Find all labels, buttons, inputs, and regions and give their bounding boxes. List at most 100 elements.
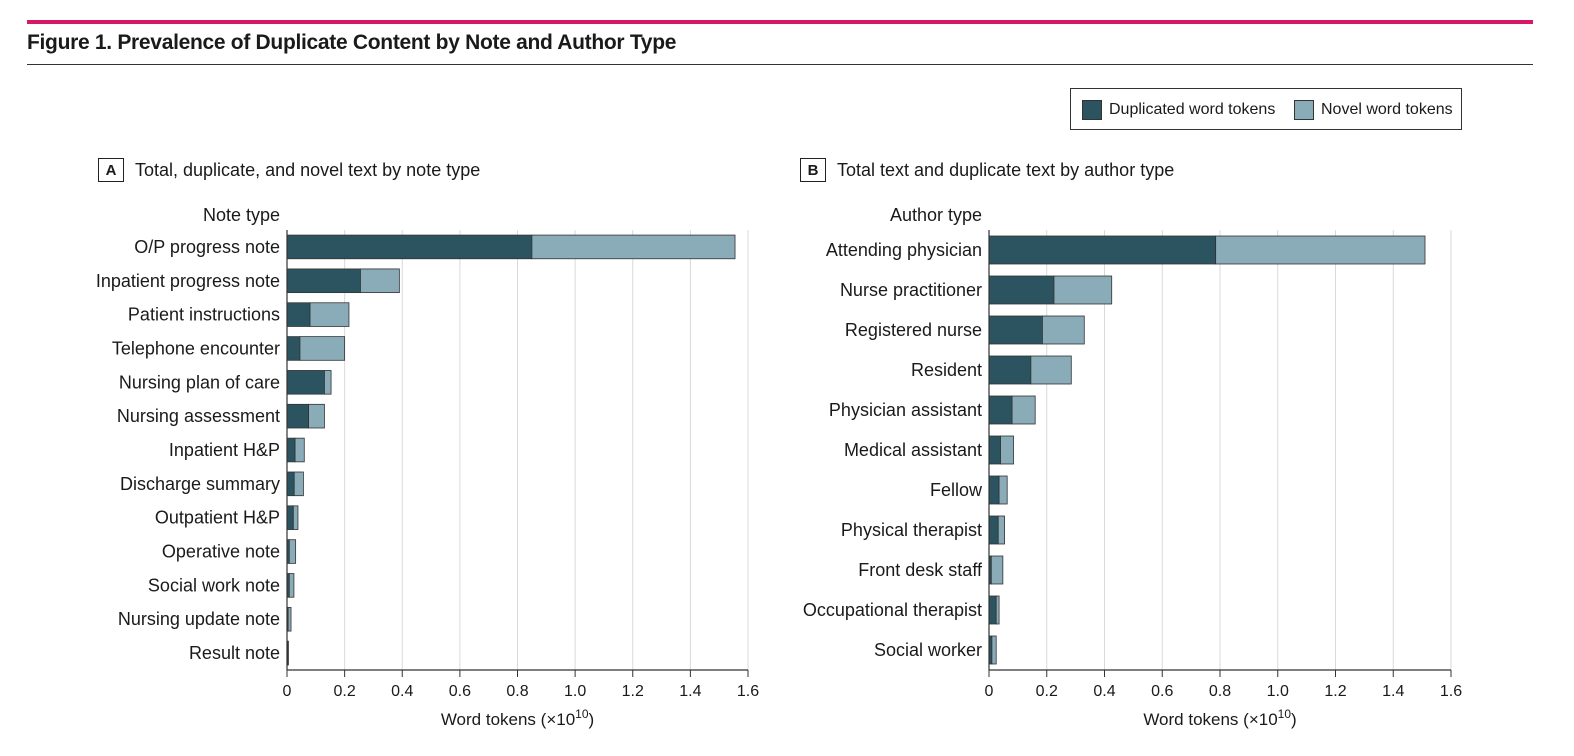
panel-b-bar-novel (990, 555, 1004, 585)
panel-b-x-axis-title-suffix: ) (1291, 710, 1297, 729)
panel-a-x-tick-label: 0.2 (334, 683, 356, 700)
panel-b-bar-duplicated (988, 395, 1013, 425)
panel-a-plot: Note type O/P progress note Inpatient prog… (96, 205, 759, 729)
panel-b-x-tick-label: 1.6 (1440, 683, 1462, 700)
top-accent-rule (27, 20, 1533, 24)
panel-b-bar-novel (1042, 315, 1085, 345)
panel-a-category-label: Inpatient H&P (169, 440, 280, 460)
panel-a-x-axis-title-exponent: 10 (575, 707, 589, 721)
panel-b-category-label: Nurse practitioner (840, 280, 982, 300)
panel-a-bar-duplicated (286, 437, 296, 463)
panel-b-x-tick-label: 0.6 (1151, 683, 1173, 700)
panel-b-bar-duplicated (988, 315, 1043, 345)
panel-a-bar-duplicated (286, 302, 311, 327)
panel-b-bar-novel (995, 595, 1000, 625)
panel-b-x-tick-label: 0.2 (1036, 683, 1058, 700)
panel-a-bar-novel (324, 370, 332, 395)
panel-a-category-label: Nursing update note (118, 609, 280, 629)
panel-b-category-label: Medical assistant (844, 440, 982, 460)
panel-a-category-label: O/P progress note (134, 237, 280, 257)
panel-b-category-label: Fellow (930, 480, 983, 500)
panel-b-x-tick-label: 0.4 (1093, 683, 1115, 700)
panel-b-x-axis-title-main: Word tokens (×10 (1143, 710, 1277, 729)
panel-b-bar-duplicated (988, 515, 999, 545)
panel-a-bar-novel (309, 302, 350, 327)
panel-b-letter: B (800, 158, 826, 182)
panel-b-category-label: Physical therapist (841, 520, 982, 540)
panel-b-bar-novel (997, 515, 1005, 545)
panel-b-x-tick-label: 0.8 (1209, 683, 1231, 700)
panel-b-plot: Author type Attending physician Nurse prac… (803, 205, 1462, 729)
panel-a-bar-novel (308, 403, 325, 429)
legend-item-duplicated: Duplicated word tokens (1082, 99, 1275, 121)
panel-a-x-tick-label: 1.2 (622, 683, 644, 700)
panel-b-bar-duplicated (988, 275, 1055, 305)
panel-b-x-axis-title-exponent: 10 (1278, 707, 1292, 721)
panel-b-bar-novel (991, 635, 997, 665)
panel-a-category-label: Outpatient H&P (155, 508, 280, 528)
panel-a-bar-novel (299, 336, 346, 361)
panel-b-category-label: Attending physician (826, 240, 982, 260)
panel-a-x-tick-label: 0 (283, 683, 292, 700)
panel-a-bar-novel (287, 640, 289, 666)
panel-b-x-tick-label: 1.4 (1382, 683, 1404, 700)
panel-b-bar-duplicated (988, 355, 1032, 385)
panel-a-y-axis-title: Note type (203, 205, 280, 225)
panel-b-y-axis-title: Author type (890, 205, 982, 225)
panel-a-x-axis-title: Word tokens (×1010) (441, 707, 594, 729)
legend-swatch-novel (1294, 100, 1314, 120)
panel-b-x-tick-label: 0 (985, 683, 994, 700)
panel-b-bar-novel (1053, 275, 1113, 305)
figure-title: Figure 1. Prevalence of Duplicate Conten… (27, 31, 677, 54)
panel-b-category-label: Occupational therapist (803, 600, 982, 620)
panel-a-bar-novel (531, 234, 736, 260)
panel-a-category-label: Nursing assessment (117, 406, 280, 426)
panel-a-bar-duplicated (286, 336, 301, 361)
chart-legend: Duplicated word tokens Novel word tokens (1070, 88, 1462, 130)
panel-b-category-label: Registered nurse (845, 320, 982, 340)
panel-a-category-label: Inpatient progress note (96, 271, 280, 291)
legend-label-duplicated: Duplicated word tokens (1109, 101, 1276, 118)
panel-a-bar-duplicated (286, 268, 361, 294)
panel-b-category-label: Front desk staff (858, 560, 983, 580)
panel-b-category-label: Social worker (874, 640, 982, 660)
panel-a-header: A Total, duplicate, and novel text by no… (98, 158, 480, 182)
legend-swatch-duplicated (1082, 100, 1102, 120)
panel-b-bar-novel (1000, 435, 1014, 465)
panel-a-bar-novel (287, 606, 292, 632)
panel-b-bar-novel (1215, 235, 1426, 265)
legend-item-novel: Novel word tokens (1294, 99, 1453, 121)
title-divider (27, 64, 1533, 65)
panel-a-bar-novel (360, 268, 400, 294)
panel-b-bar-novel (1030, 355, 1072, 385)
panel-a-title: Total, duplicate, and novel text by note… (135, 159, 481, 180)
panel-a-bar-novel (294, 437, 305, 463)
panel-a-category-label: Telephone encounter (112, 338, 280, 358)
panel-a-x-tick-label: 1.6 (737, 683, 759, 700)
panel-b-bar-duplicated (988, 235, 1217, 265)
panel-b-bar-duplicated (988, 595, 997, 625)
panel-a-bar-novel (288, 573, 295, 598)
panel-a-x-tick-label: 0.8 (506, 683, 528, 700)
panel-a-category-label: Operative note (162, 542, 280, 562)
panel-a-category-label: Result note (189, 643, 280, 663)
panel-b-x-tick-label: 1.0 (1267, 683, 1289, 700)
panel-b-bar-duplicated (988, 435, 1001, 465)
panel-a-x-axis-title-main: Word tokens (×10 (441, 710, 575, 729)
legend-label-novel: Novel word tokens (1321, 101, 1453, 118)
panel-a-x-tick-label: 1.4 (679, 683, 701, 700)
panel-b-bar-duplicated (988, 475, 1000, 505)
panel-a-bar-duplicated (286, 505, 294, 530)
panel-b-title: Total text and duplicate text by author … (837, 159, 1175, 180)
panel-a-bar-novel (292, 505, 299, 530)
panel-b-category-label: Physician assistant (829, 400, 982, 420)
panel-a-x-tick-label: 0.6 (449, 683, 471, 700)
panel-a-bar-duplicated (286, 370, 325, 395)
panel-a-bar-duplicated (286, 471, 295, 497)
panel-b-category-label: Resident (911, 360, 982, 380)
panel-a-bar-novel (288, 539, 297, 564)
panel-a-category-label: Social work note (148, 575, 280, 595)
panel-a-bar-duplicated (286, 234, 533, 260)
panel-a-bar-novel (293, 471, 304, 497)
panel-b-bar-novel (1011, 395, 1036, 425)
